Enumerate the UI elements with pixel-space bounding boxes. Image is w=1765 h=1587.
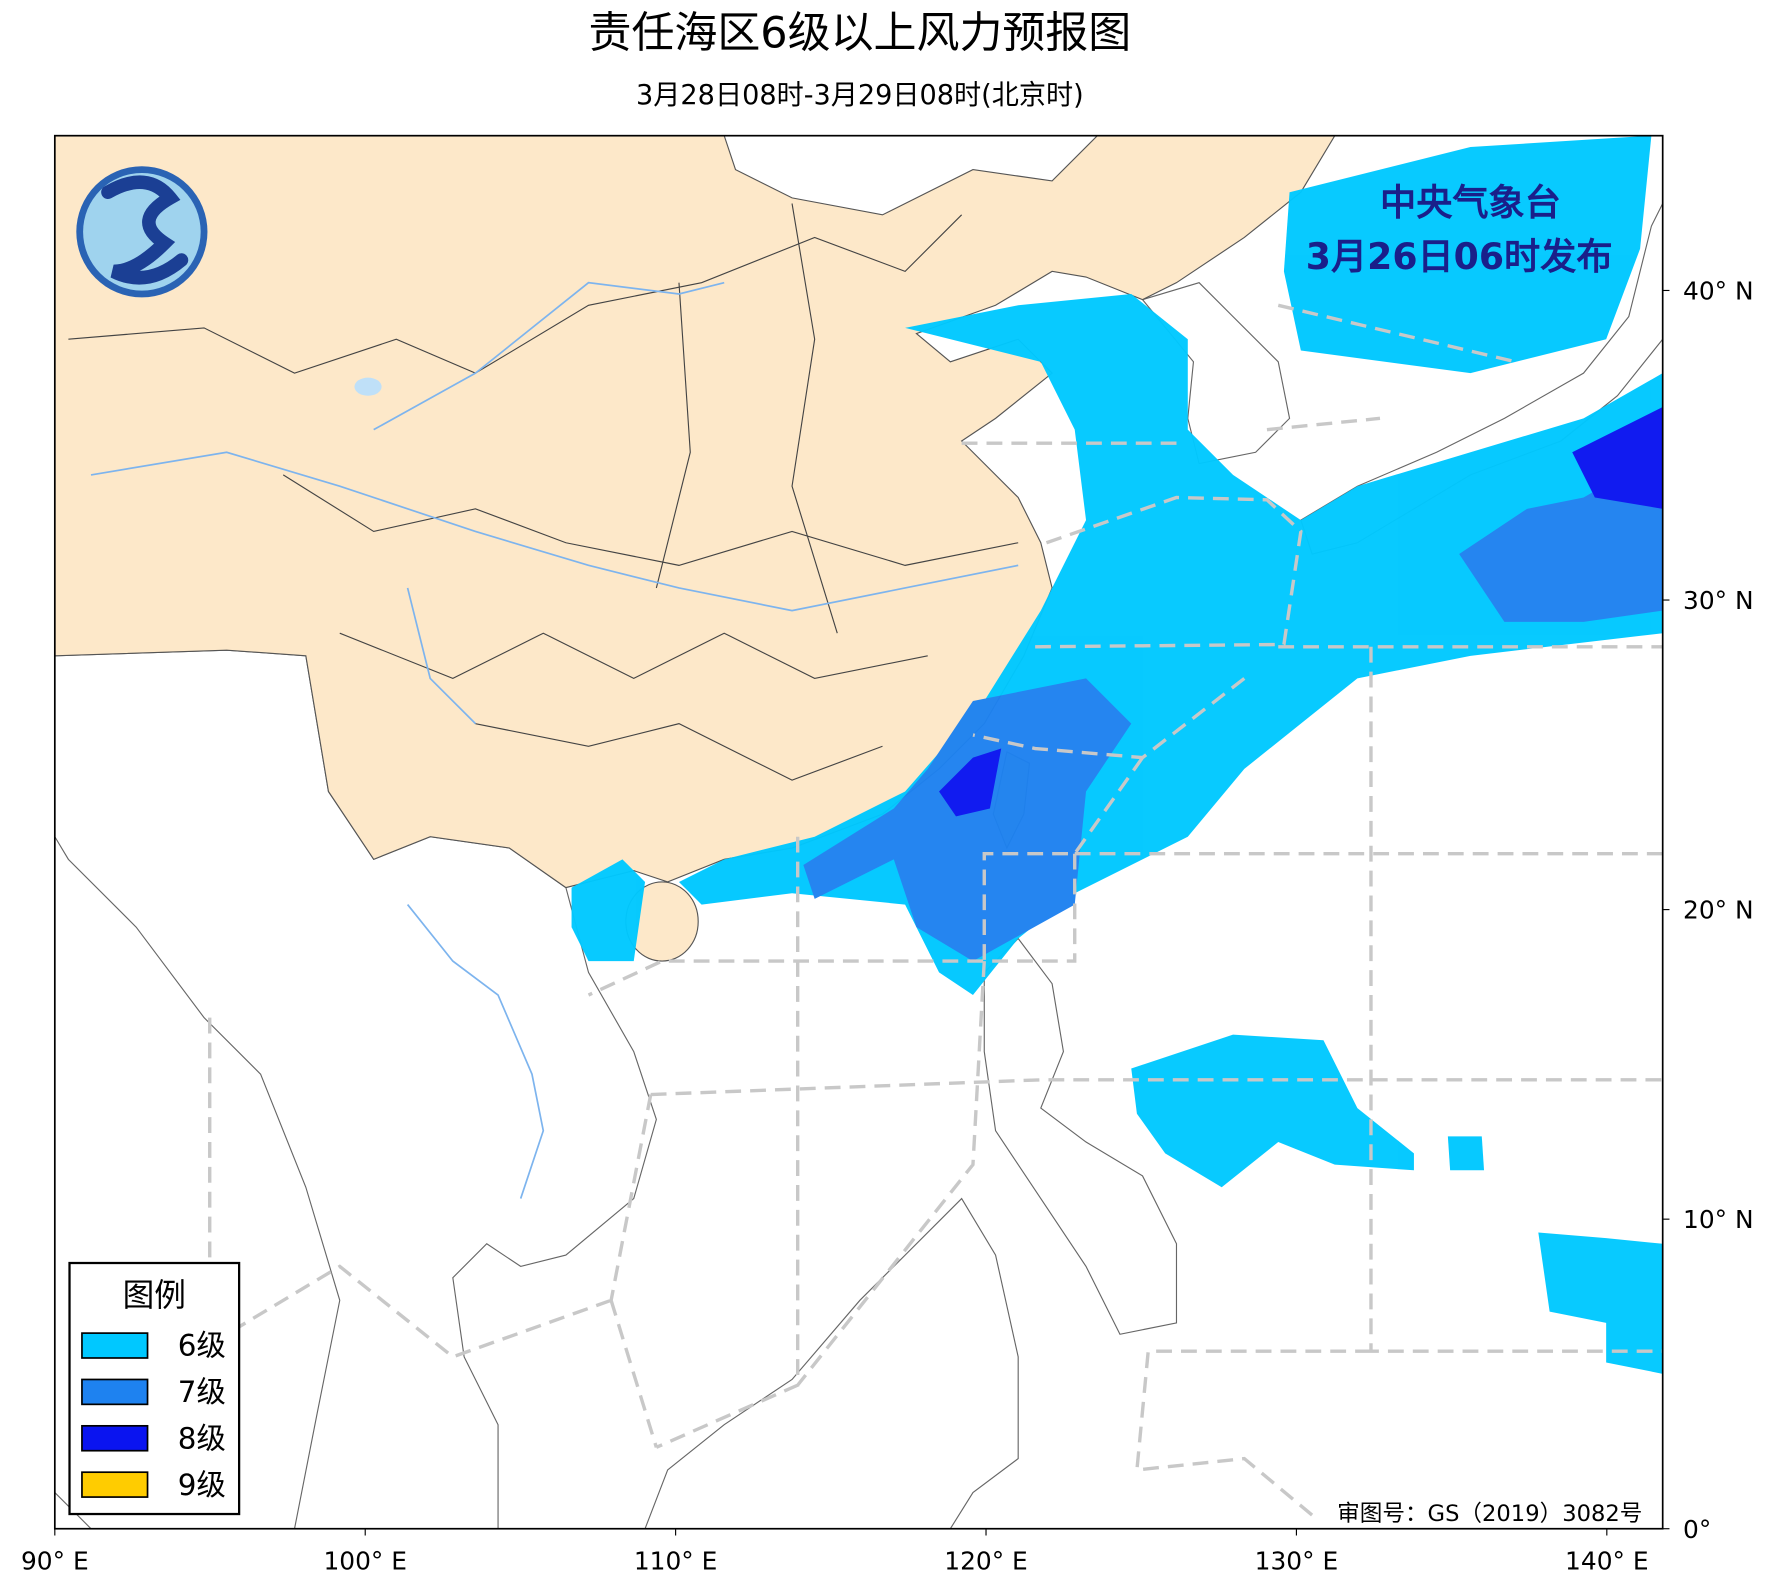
y-tick-label: 0° bbox=[1683, 1515, 1711, 1544]
review-number: 审图号：GS（2019）3082号 bbox=[1337, 1501, 1642, 1527]
map-frame bbox=[53, 134, 1664, 1530]
y-tick-label: 40° N bbox=[1683, 277, 1754, 306]
x-tick-label: 110° E bbox=[634, 1546, 718, 1575]
x-tick-label: 90° E bbox=[21, 1546, 89, 1575]
legend-label: 7级 bbox=[178, 1375, 226, 1409]
legend-label: 6级 bbox=[178, 1329, 226, 1363]
wind-area bbox=[1572, 407, 1663, 509]
rivers bbox=[90, 281, 1019, 1199]
legend-label: 9级 bbox=[178, 1468, 226, 1502]
borneo bbox=[644, 1197, 1019, 1529]
y-tick-label: 30° N bbox=[1683, 586, 1754, 615]
legend-swatch bbox=[81, 1378, 149, 1406]
legend-swatch bbox=[81, 1471, 149, 1498]
wind-area bbox=[1131, 1034, 1414, 1188]
y-tick-label: 10° N bbox=[1683, 1205, 1754, 1234]
publisher: 中央气象台 bbox=[1380, 181, 1561, 224]
wind-area bbox=[571, 859, 646, 962]
issue-time: 3月26日06时发布 bbox=[1306, 235, 1613, 278]
wind-area bbox=[803, 678, 1132, 962]
x-tick-label: 140° E bbox=[1565, 1546, 1649, 1575]
wind-area bbox=[1538, 1232, 1663, 1374]
legend-title: 图例 bbox=[123, 1278, 186, 1314]
lake bbox=[354, 377, 382, 396]
cma-logo bbox=[76, 166, 208, 298]
wind-area bbox=[1447, 1136, 1485, 1171]
legend-swatch bbox=[81, 1424, 149, 1452]
legend-label: 8级 bbox=[178, 1421, 226, 1455]
x-tick-label: 100° E bbox=[323, 1546, 407, 1575]
wind-area bbox=[1283, 135, 1652, 374]
korea bbox=[1141, 282, 1291, 465]
wind-area bbox=[939, 748, 1002, 817]
sea-area-boundary bbox=[208, 303, 1663, 1517]
legend: 图例 6级 7级 8级 9级 bbox=[68, 1261, 241, 1516]
title: 责任海区6级以上风力预报图 bbox=[589, 8, 1132, 58]
x-tick-label: 120° E bbox=[944, 1546, 1027, 1575]
subtitle: 3月28日08时-3月29日08时(北京时) bbox=[636, 80, 1084, 111]
map-body bbox=[54, 135, 1663, 1529]
philippines bbox=[983, 937, 1178, 1335]
legend-swatch bbox=[81, 1332, 149, 1359]
axis-ticks: 90° E 100° E 110° E 120° E 130° E 140° E 0° 10°… bbox=[21, 277, 1754, 1576]
china-land bbox=[54, 135, 1336, 889]
province-borders bbox=[68, 203, 1019, 781]
x-tick-label: 130° E bbox=[1255, 1546, 1339, 1575]
y-tick-label: 20° N bbox=[1683, 896, 1754, 925]
